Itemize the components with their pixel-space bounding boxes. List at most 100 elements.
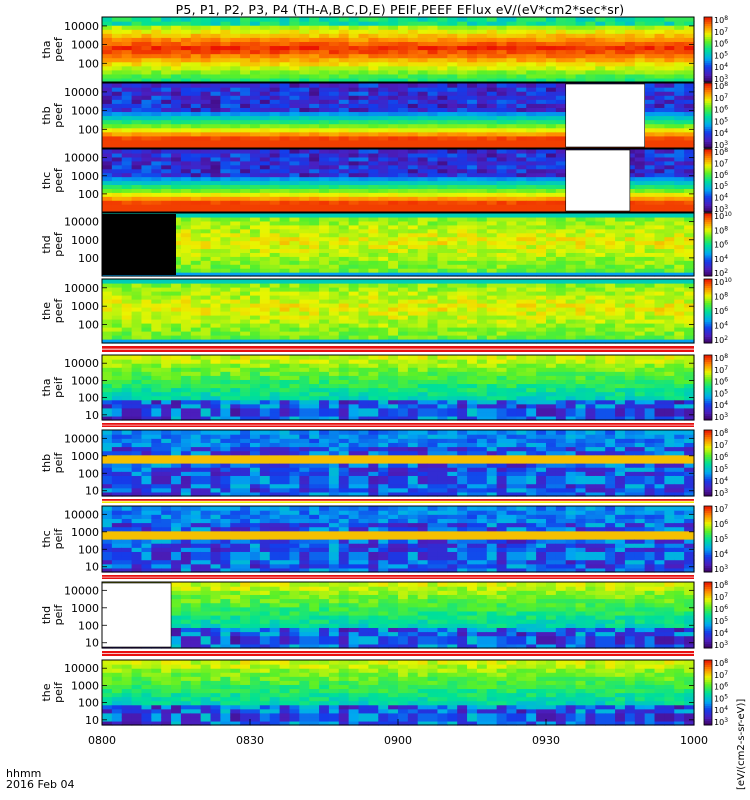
heatmap-cell <box>309 25 320 30</box>
heatmap-cell <box>250 339 261 344</box>
heatmap-cell <box>190 21 202 26</box>
heatmap-cell <box>250 69 261 75</box>
heatmap-cell <box>486 123 498 129</box>
heatmap-cell <box>496 213 508 218</box>
heatmap-cell <box>309 299 320 304</box>
heatmap-cell <box>486 335 498 340</box>
heatmap-cell <box>161 279 172 284</box>
heatmap-cell <box>230 45 241 51</box>
heatmap-cell <box>467 216 478 222</box>
heatmap-cell <box>319 228 330 234</box>
heatmap-cell <box>684 25 695 30</box>
heatmap-cell <box>644 260 656 265</box>
heatmap-cell <box>121 127 133 133</box>
heatmap-cell <box>546 77 557 83</box>
heatmap-cell <box>319 335 330 340</box>
heatmap-cell <box>378 256 389 261</box>
heatmap-cell <box>634 311 646 316</box>
heatmap-cell <box>496 295 508 300</box>
heatmap-cell <box>250 49 261 55</box>
heatmap-cell <box>180 315 192 320</box>
heatmap-cell <box>388 240 399 246</box>
heatmap-cell <box>348 123 360 129</box>
heatmap-cell <box>388 307 399 312</box>
heatmap-cell <box>684 208 695 213</box>
heatmap-cell <box>447 256 458 261</box>
heatmap-cell <box>664 204 675 209</box>
heatmap-cell <box>121 192 133 197</box>
heatmap-cell <box>102 200 113 205</box>
heatmap-cell <box>407 228 419 234</box>
heatmap-cell <box>674 29 685 34</box>
heatmap-cell <box>250 160 261 166</box>
heatmap-cell <box>180 256 192 261</box>
panel-frame <box>101 212 695 277</box>
heatmap-cell <box>141 25 152 30</box>
heatmap-cell <box>506 160 517 166</box>
heatmap-cell <box>476 45 488 51</box>
heatmap-cell <box>210 232 221 238</box>
heatmap-cell <box>555 87 567 92</box>
heatmap-cell <box>476 335 488 340</box>
heatmap-cell <box>220 87 231 92</box>
heatmap-cell <box>378 283 389 288</box>
heatmap-cell <box>131 45 143 51</box>
heatmap-cell <box>674 41 685 47</box>
heatmap-cell <box>338 69 350 75</box>
heatmap-cell <box>526 260 537 265</box>
heatmap-cell <box>309 208 320 213</box>
heatmap-cell <box>200 87 212 92</box>
heatmap-cell <box>299 339 310 344</box>
heatmap-cell <box>407 29 419 34</box>
heatmap-cell <box>605 335 616 340</box>
heatmap-cell <box>230 119 241 125</box>
heatmap-cell <box>299 327 310 332</box>
heatmap-cell <box>476 53 488 59</box>
heatmap-cell <box>141 184 152 189</box>
heatmap-cell <box>190 57 202 63</box>
heatmap-cell <box>151 188 162 193</box>
heatmap-cell <box>546 303 557 308</box>
heatmap-cell <box>131 119 143 125</box>
heatmap-cell <box>190 111 202 117</box>
heatmap-cell <box>111 327 123 332</box>
heatmap-cell <box>595 21 606 26</box>
heatmap-cell <box>417 53 429 59</box>
colorbar-segment <box>704 135 712 138</box>
heatmap-cell <box>299 21 310 26</box>
heatmap-cell <box>180 204 192 209</box>
heatmap-cell <box>210 73 221 79</box>
heatmap-cell <box>624 319 636 324</box>
heatmap-cell <box>131 315 143 320</box>
heatmap-cell <box>516 69 527 75</box>
heatmap-cell <box>348 69 360 75</box>
heatmap-cell <box>328 103 340 108</box>
heatmap-cell <box>644 115 656 121</box>
heatmap-cell <box>536 331 547 336</box>
heatmap-cell <box>684 160 695 166</box>
heatmap-cell <box>289 29 300 34</box>
heatmap-cell <box>644 307 656 312</box>
heatmap-cell <box>526 103 537 108</box>
heatmap-cell <box>506 29 517 34</box>
heatmap-cell <box>496 160 508 166</box>
heatmap-cell <box>328 115 340 121</box>
heatmap-cell <box>516 149 527 154</box>
heatmap-cell <box>358 53 369 59</box>
heatmap-cell <box>526 228 537 234</box>
heatmap-cell <box>546 83 557 88</box>
heatmap-cell <box>555 65 567 71</box>
heatmap-cell <box>447 25 458 30</box>
heatmap-cell <box>427 115 439 121</box>
heatmap-cell <box>634 224 646 230</box>
heatmap-cell <box>555 95 567 100</box>
heatmap-cell <box>526 220 537 226</box>
heatmap-cell <box>299 73 310 79</box>
heatmap-cell <box>447 264 458 269</box>
colorbar-segment <box>704 21 712 24</box>
heatmap-cell <box>486 252 498 257</box>
y-tick-label: 1000 <box>71 234 99 247</box>
heatmap-cell <box>516 168 527 174</box>
heatmap-cell <box>486 339 498 344</box>
heatmap-cell <box>259 25 271 30</box>
